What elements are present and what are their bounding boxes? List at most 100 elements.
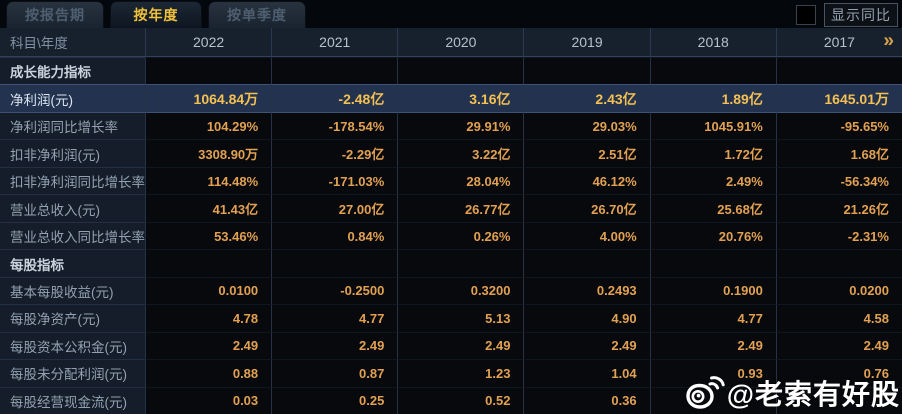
- cell-value: 4.77: [649, 304, 776, 332]
- cell-value: 0.1900: [649, 276, 776, 305]
- year-header-2021[interactable]: 2021: [271, 28, 398, 56]
- cell-value: -2.48亿: [271, 84, 398, 112]
- table-row[interactable]: 每股资本公积金(元) 2.49 2.49 2.49 2.49 2.49 2.49: [0, 331, 902, 360]
- year-header-2017[interactable]: 2017 »: [775, 28, 902, 56]
- cell-value: [775, 249, 902, 277]
- year-header-2020[interactable]: 2020: [397, 28, 524, 56]
- tab-by-single-quarter[interactable]: 按单季度: [208, 1, 306, 28]
- row-label: 净利润(元): [0, 84, 145, 112]
- cell-value: 2.49: [775, 331, 902, 360]
- cell-value: [649, 386, 776, 414]
- cell-value: 1.68亿: [775, 139, 902, 167]
- year-header-label: 2017: [823, 34, 855, 50]
- cell-value: 0.88: [145, 359, 272, 387]
- cell-value: 1.23: [397, 359, 524, 387]
- cell-value: 21.26亿: [775, 194, 902, 222]
- watermark-text: @老索有好股: [726, 379, 900, 410]
- cell-value: -0.2500: [271, 276, 398, 305]
- row-label: 基本每股收益(元): [0, 276, 145, 305]
- table-row[interactable]: 扣非净利润同比增长率 114.48% -171.03% 28.04% 46.12% 2.4…: [0, 166, 902, 195]
- table-row[interactable]: 每股净资产(元) 4.78 4.77 5.13 4.90 4.77 4.58: [0, 304, 902, 332]
- cell-value: [145, 249, 272, 277]
- row-label: 净利润同比增长率: [0, 111, 145, 140]
- cell-value: 1064.84万: [145, 84, 272, 112]
- cell-value: 1.72亿: [649, 139, 776, 167]
- cell-value: 0.84%: [271, 221, 398, 250]
- cell-value: 2.49: [397, 331, 524, 360]
- cell-value: 26.70亿: [523, 194, 650, 222]
- table-row[interactable]: 基本每股收益(元) 0.0100 -0.2500 0.3200 0.2493 0.1900…: [0, 276, 902, 305]
- section-header-row: 每股指标: [0, 249, 902, 277]
- show-yoy-checkbox[interactable]: [796, 5, 816, 25]
- cell-value: 4.58: [775, 304, 902, 332]
- cell-value: 5.13: [397, 304, 524, 332]
- cell-value: [775, 57, 902, 85]
- row-label: 扣非净利润(元): [0, 139, 145, 167]
- cell-value: 0.36: [523, 386, 650, 414]
- cell-value: 2.49: [523, 331, 650, 360]
- section-title: 每股指标: [0, 249, 145, 277]
- section-header-row: 成长能力指标: [0, 57, 902, 85]
- cell-value: -171.03%: [271, 166, 398, 195]
- table-row[interactable]: 扣非净利润(元) 3308.90万 -2.29亿 3.22亿 2.51亿 1.72亿 1.6…: [0, 139, 902, 167]
- table-row[interactable]: 每股未分配利润(元) 0.88 0.87 1.23 1.04 0.93 0.76: [0, 359, 902, 387]
- cell-value: 25.68亿: [649, 194, 776, 222]
- tab-by-year[interactable]: 按年度: [110, 1, 202, 28]
- section-title: 成长能力指标: [0, 57, 145, 85]
- cell-value: 27.00亿: [271, 194, 398, 222]
- cell-value: 2.49: [649, 331, 776, 360]
- tab-by-report-period[interactable]: 按报告期: [6, 1, 104, 28]
- cell-value: 2.49%: [649, 166, 776, 195]
- cell-value: 0.26%: [397, 221, 524, 250]
- cell-value: 29.91%: [397, 111, 524, 140]
- cell-value: 0.0100: [145, 276, 272, 305]
- cell-value: 0.3200: [397, 276, 524, 305]
- row-label: 每股资本公积金(元): [0, 331, 145, 360]
- cell-value: 26.77亿: [397, 194, 524, 222]
- cell-value: 2.49: [271, 331, 398, 360]
- cell-value: [397, 249, 524, 277]
- cell-value: 46.12%: [523, 166, 650, 195]
- table-row[interactable]: 净利润同比增长率 104.29% -178.54% 29.91% 29.03% 1045.…: [0, 111, 902, 140]
- cell-value: [271, 57, 398, 85]
- cell-value: [397, 57, 524, 85]
- cell-value: 41.43亿: [145, 194, 272, 222]
- table-row[interactable]: 净利润(元) 1064.84万 -2.48亿 3.16亿 2.43亿 1.89亿 1645.…: [0, 84, 902, 112]
- cell-value: [145, 57, 272, 85]
- row-label: 营业总收入(元): [0, 194, 145, 222]
- more-years-icon[interactable]: »: [883, 30, 894, 52]
- cell-value: 1045.91%: [649, 111, 776, 140]
- cell-value: 0.0200: [775, 276, 902, 305]
- cell-value: [649, 249, 776, 277]
- yoy-controls: 显示同比: [796, 3, 898, 27]
- row-label: 每股未分配利润(元): [0, 359, 145, 387]
- cell-value: 0.87: [271, 359, 398, 387]
- table-row[interactable]: 营业总收入(元) 41.43亿 27.00亿 26.77亿 26.70亿 25.68亿 21…: [0, 194, 902, 222]
- period-tabbar: 按报告期 按年度 按单季度 显示同比: [0, 0, 902, 28]
- cell-value: -2.31%: [775, 221, 902, 250]
- cell-value: 53.46%: [145, 221, 272, 250]
- cell-value: 2.51亿: [523, 139, 650, 167]
- cell-value: 20.76%: [649, 221, 776, 250]
- year-header-2022[interactable]: 2022: [145, 28, 272, 56]
- cell-value: 2.49: [145, 331, 272, 360]
- cell-value: 0.25: [271, 386, 398, 414]
- watermark: @老索有好股: [685, 373, 900, 413]
- cell-value: 4.77: [271, 304, 398, 332]
- year-header-2018[interactable]: 2018: [649, 28, 776, 56]
- cell-value: 3308.90万: [145, 139, 272, 167]
- row-label: 每股经营现金流(元): [0, 386, 145, 414]
- cell-value: 1645.01万: [775, 84, 902, 112]
- table-row[interactable]: 营业总收入同比增长率 53.46% 0.84% 0.26% 4.00% 20.76% -2.…: [0, 221, 902, 250]
- cell-value: 1.89亿: [649, 84, 776, 112]
- cell-value: 0.76: [775, 359, 902, 387]
- cell-value: -56.34%: [775, 166, 902, 195]
- table-row[interactable]: 每股经营现金流(元) 0.03 0.25 0.52 0.36: [0, 386, 902, 414]
- cell-value: [271, 249, 398, 277]
- cell-value: -2.29亿: [271, 139, 398, 167]
- show-yoy-button[interactable]: 显示同比: [824, 3, 898, 27]
- cell-value: [523, 249, 650, 277]
- cell-value: -95.65%: [775, 111, 902, 140]
- year-header-2019[interactable]: 2019: [523, 28, 650, 56]
- cell-value: [649, 57, 776, 85]
